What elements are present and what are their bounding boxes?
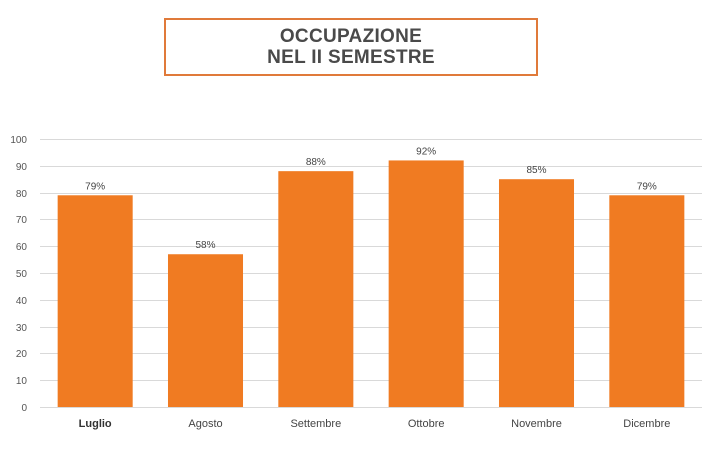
bar-agosto	[167, 254, 244, 407]
data-label-dicembre: 79%	[637, 181, 657, 192]
x-tick-label-luglio: Luglio	[79, 418, 112, 430]
y-tick-label: 50	[16, 269, 28, 280]
data-label-luglio: 79%	[85, 181, 105, 192]
bar-novembre	[498, 179, 575, 407]
y-tick-label: 80	[16, 189, 28, 200]
bar-dicembre	[609, 195, 685, 407]
y-tick-label: 30	[16, 323, 28, 334]
bar-luglio	[57, 195, 133, 407]
data-label-settembre: 88%	[306, 157, 326, 168]
y-tick-label: 90	[16, 162, 28, 173]
data-label-novembre: 85%	[526, 165, 546, 176]
x-tick-label-settembre: Settembre	[290, 418, 341, 430]
y-tick-label: 100	[10, 135, 27, 146]
chart-title-box: OCCUPAZIONE NEL II SEMESTRE	[164, 18, 538, 76]
x-tick-label-novembre: Novembre	[511, 418, 562, 430]
y-tick-label: 60	[16, 242, 28, 253]
y-tick-label: 40	[16, 296, 28, 307]
chart-title-line1: OCCUPAZIONE	[279, 26, 423, 47]
x-tick-label-ottobre: Ottobre	[408, 418, 445, 430]
chart-title-line2: NEL II SEMESTRE	[267, 47, 435, 68]
x-tick-label-agosto: Agosto	[188, 418, 222, 430]
bar-settembre	[278, 171, 354, 407]
y-tick-label: 10	[16, 376, 28, 387]
data-label-agosto: 58%	[195, 240, 215, 251]
bar-ottobre	[388, 160, 464, 407]
x-tick-label-dicembre: Dicembre	[623, 418, 670, 430]
y-tick-label: 70	[16, 215, 28, 226]
y-tick-label: 0	[21, 403, 27, 414]
y-tick-label: 20	[16, 349, 28, 360]
data-label-ottobre: 92%	[416, 146, 436, 157]
